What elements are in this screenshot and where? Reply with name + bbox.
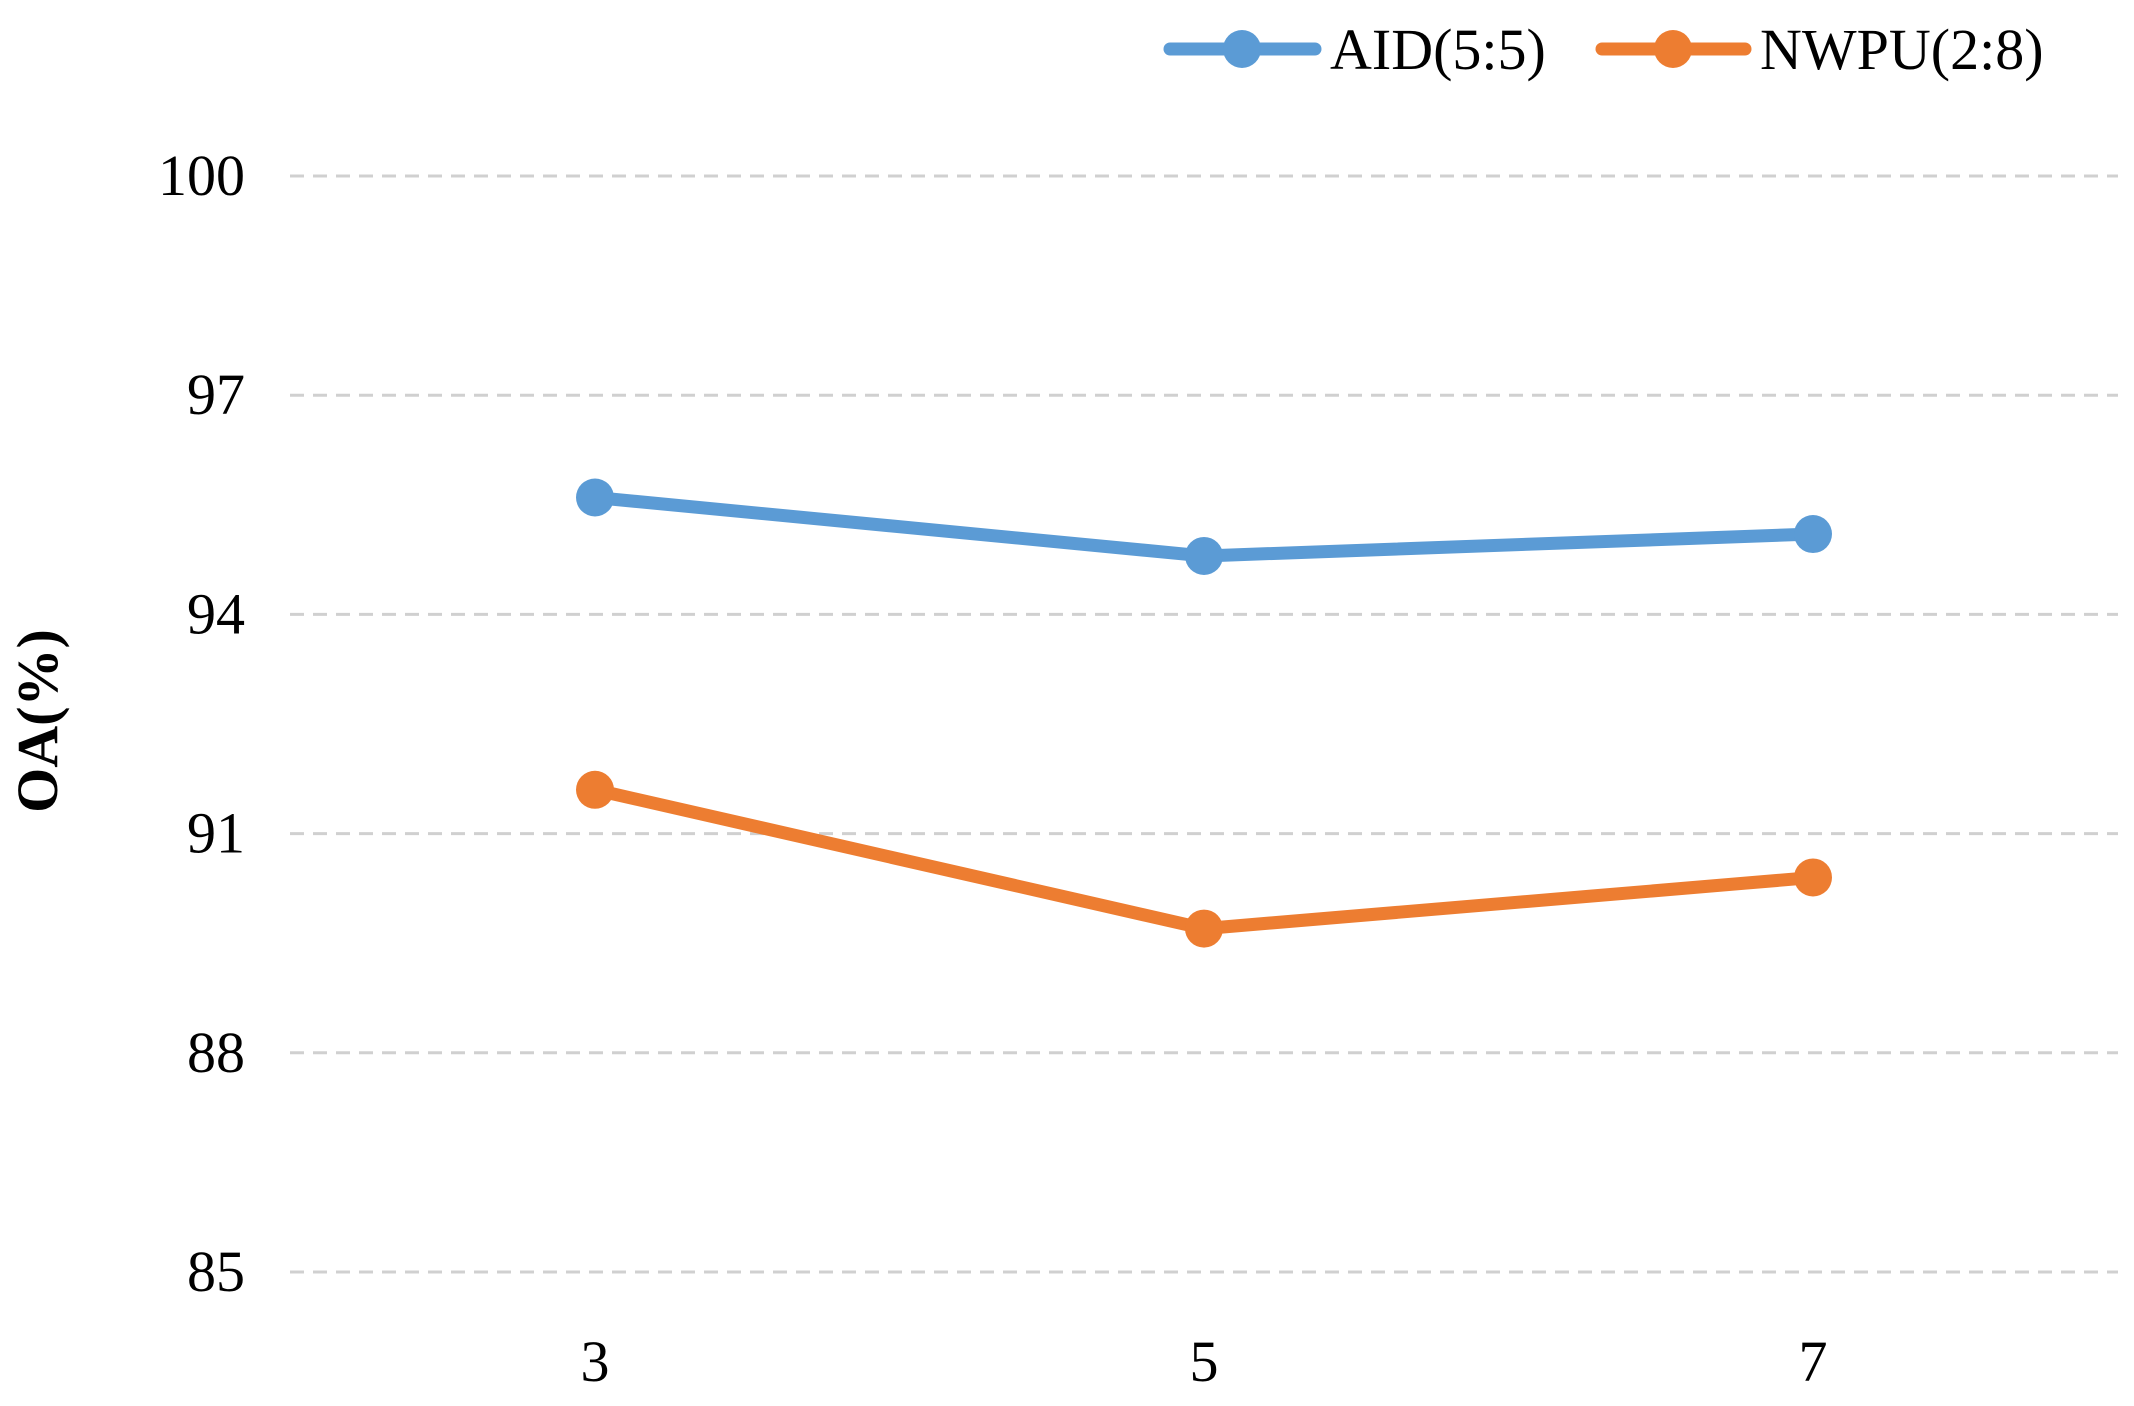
legend-item: AID(5:5) — [1163, 17, 1546, 82]
x-tick-label: 7 — [1799, 1329, 1828, 1394]
legend-marker — [1223, 30, 1261, 68]
y-axis-ticks: 85 88 91 94 97 100 — [158, 143, 245, 1304]
x-axis-ticks: 3 5 7 — [581, 1329, 1828, 1394]
data-point — [1794, 858, 1832, 897]
series-1 — [576, 770, 1832, 948]
legend: AID(5:5) NWPU(2:8) — [1163, 17, 2044, 82]
y-tick-label: 100 — [158, 143, 245, 208]
y-tick-label: 97 — [187, 362, 245, 427]
series-lines — [576, 478, 1832, 948]
series-0 — [576, 478, 1832, 575]
x-tick-label: 3 — [581, 1329, 610, 1394]
x-tick-label: 5 — [1190, 1329, 1219, 1394]
y-axis-label: OA(%) — [5, 629, 70, 813]
data-point — [576, 478, 614, 517]
series-line — [588, 783, 1820, 936]
legend-label: NWPU(2:8) — [1760, 17, 2044, 82]
legend-label: AID(5:5) — [1330, 17, 1546, 82]
y-tick-label: 91 — [187, 801, 245, 866]
y-tick-label: 85 — [187, 1239, 245, 1304]
y-tick-label: 88 — [187, 1020, 245, 1085]
gridlines — [290, 174, 2118, 1274]
legend-item: NWPU(2:8) — [1595, 17, 2044, 82]
data-point — [1185, 536, 1223, 575]
data-point — [1794, 515, 1832, 554]
data-point — [1185, 909, 1223, 948]
data-point — [576, 770, 614, 809]
legend-marker — [1654, 30, 1692, 68]
y-tick-label: 94 — [187, 581, 245, 646]
